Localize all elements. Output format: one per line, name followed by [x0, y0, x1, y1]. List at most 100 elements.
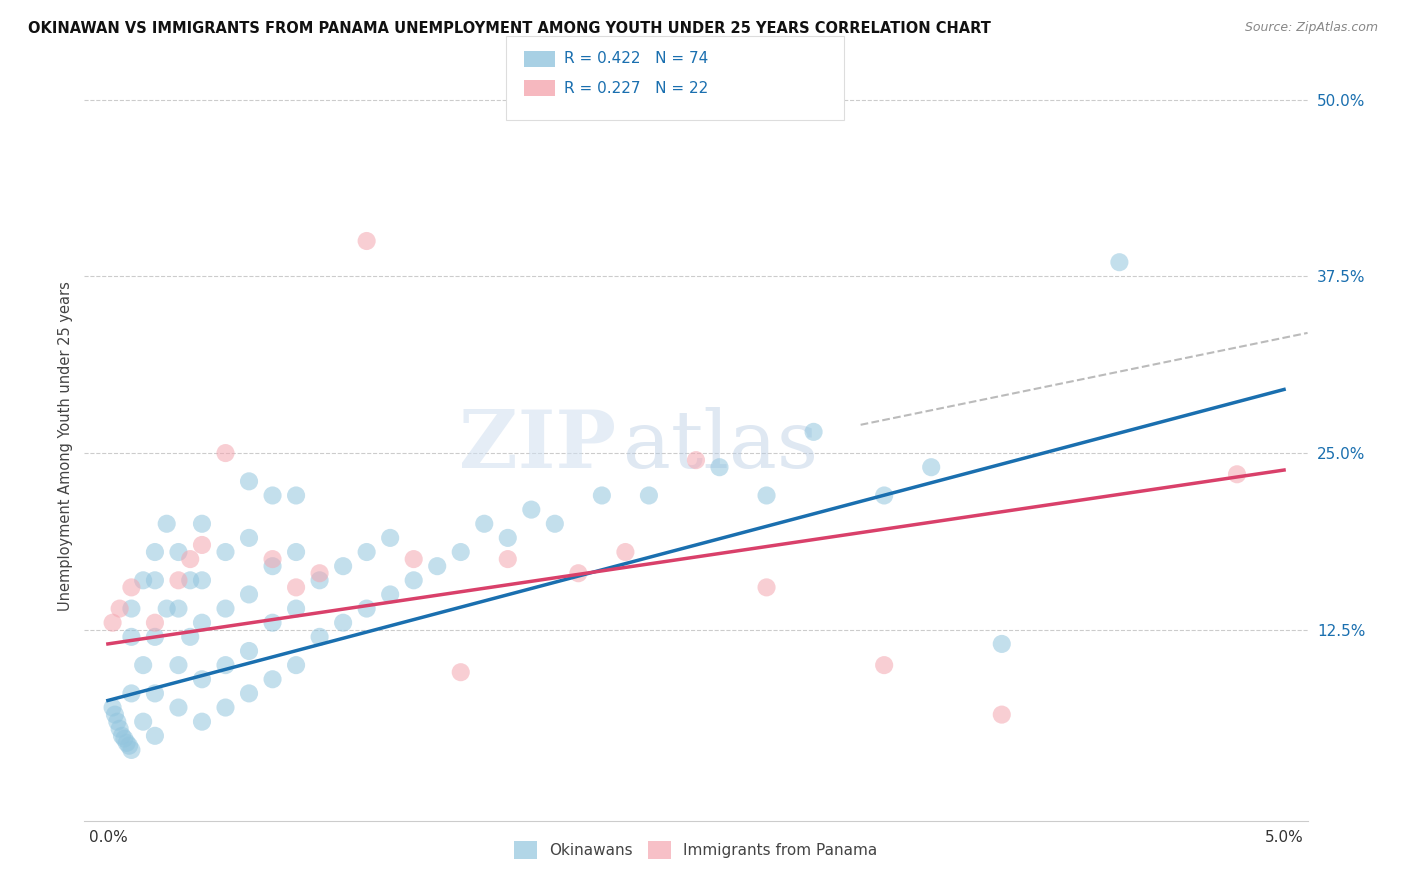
Point	[873, 658, 896, 673]
Point	[120, 743, 142, 757]
Point	[167, 658, 190, 673]
Point	[132, 714, 155, 729]
Point	[143, 729, 166, 743]
Text: atlas: atlas	[623, 407, 818, 485]
Point	[380, 531, 402, 545]
Point	[101, 615, 124, 630]
Point	[402, 574, 425, 588]
Point	[132, 574, 155, 588]
Point	[143, 574, 166, 588]
Point	[179, 552, 201, 566]
Point	[191, 714, 214, 729]
Point	[308, 574, 330, 588]
Point	[143, 630, 166, 644]
Point	[120, 686, 142, 700]
Point	[191, 516, 214, 531]
Point	[191, 673, 214, 687]
Point	[238, 531, 260, 545]
Text: R = 0.227   N = 22: R = 0.227 N = 22	[564, 81, 709, 95]
Legend: Okinawans, Immigrants from Panama: Okinawans, Immigrants from Panama	[508, 835, 884, 865]
Point	[167, 700, 190, 714]
Point	[1108, 255, 1130, 269]
Point	[450, 665, 472, 680]
Point	[214, 446, 236, 460]
Text: Source: ZipAtlas.com: Source: ZipAtlas.com	[1244, 21, 1378, 34]
Point	[156, 601, 179, 615]
Point	[873, 488, 896, 502]
Point	[262, 552, 284, 566]
Point	[991, 637, 1014, 651]
Point	[143, 545, 166, 559]
Point	[132, 658, 155, 673]
Point	[115, 736, 138, 750]
Point	[285, 601, 308, 615]
Point	[120, 601, 142, 615]
Point	[238, 587, 260, 601]
Point	[356, 601, 378, 615]
Point	[179, 630, 201, 644]
Point	[472, 516, 495, 531]
Point	[356, 234, 378, 248]
Point	[496, 531, 519, 545]
Point	[638, 488, 661, 502]
Point	[991, 707, 1014, 722]
Point	[238, 475, 260, 489]
Point	[214, 545, 236, 559]
Point	[685, 453, 707, 467]
Point	[101, 700, 124, 714]
Point	[709, 460, 731, 475]
Point	[108, 601, 131, 615]
Point	[143, 615, 166, 630]
Point	[214, 658, 236, 673]
Point	[380, 587, 402, 601]
Point	[356, 545, 378, 559]
Point	[214, 700, 236, 714]
Point	[214, 601, 236, 615]
Point	[118, 739, 141, 753]
Point	[1226, 467, 1249, 482]
Point	[167, 601, 190, 615]
Point	[332, 559, 354, 574]
Point	[285, 658, 308, 673]
Point	[614, 545, 637, 559]
Point	[179, 574, 201, 588]
Point	[111, 729, 134, 743]
Point	[520, 502, 543, 516]
Point	[308, 566, 330, 581]
Point	[105, 714, 128, 729]
Point	[167, 574, 190, 588]
Point	[238, 686, 260, 700]
Point	[803, 425, 825, 439]
Point	[191, 615, 214, 630]
Point	[120, 630, 142, 644]
Point	[262, 615, 284, 630]
Y-axis label: Unemployment Among Youth under 25 years: Unemployment Among Youth under 25 years	[58, 281, 73, 611]
Point	[591, 488, 613, 502]
Point	[285, 488, 308, 502]
Point	[191, 574, 214, 588]
Point	[755, 488, 778, 502]
Point	[108, 722, 131, 736]
Text: OKINAWAN VS IMMIGRANTS FROM PANAMA UNEMPLOYMENT AMONG YOUTH UNDER 25 YEARS CORRE: OKINAWAN VS IMMIGRANTS FROM PANAMA UNEMP…	[28, 21, 991, 36]
Point	[450, 545, 472, 559]
Point	[920, 460, 942, 475]
Point	[143, 686, 166, 700]
Point	[544, 516, 567, 531]
Point	[262, 559, 284, 574]
Point	[262, 673, 284, 687]
Point	[308, 630, 330, 644]
Text: ZIP: ZIP	[460, 407, 616, 485]
Point	[755, 580, 778, 594]
Point	[156, 516, 179, 531]
Point	[567, 566, 589, 581]
Point	[426, 559, 449, 574]
Point	[104, 707, 127, 722]
Point	[167, 545, 190, 559]
Point	[332, 615, 354, 630]
Point	[402, 552, 425, 566]
Point	[112, 731, 135, 746]
Point	[285, 545, 308, 559]
Point	[285, 580, 308, 594]
Point	[120, 580, 142, 594]
Point	[238, 644, 260, 658]
